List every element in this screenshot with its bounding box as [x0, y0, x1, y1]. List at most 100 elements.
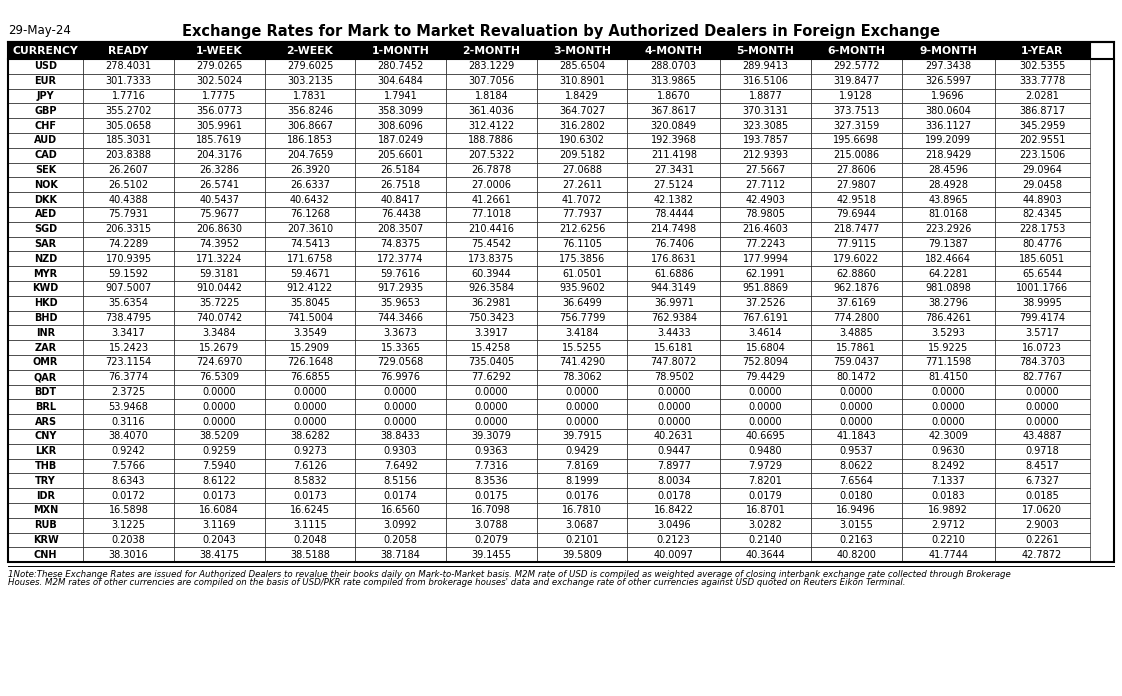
Bar: [356, 296, 445, 310]
Bar: [811, 74, 902, 88]
Bar: [536, 163, 627, 177]
Text: 5-MONTH: 5-MONTH: [737, 45, 794, 56]
Bar: [8, 459, 83, 473]
Text: 0.2079: 0.2079: [475, 535, 508, 545]
Text: 744.3466: 744.3466: [378, 313, 424, 323]
Text: 3.4184: 3.4184: [565, 328, 599, 338]
Bar: [356, 310, 445, 326]
Bar: [445, 281, 536, 296]
Bar: [8, 326, 83, 340]
Text: 279.0265: 279.0265: [196, 61, 242, 72]
Text: 0.3116: 0.3116: [112, 417, 146, 427]
Text: 16.6084: 16.6084: [200, 505, 239, 516]
Bar: [8, 42, 83, 59]
Bar: [83, 177, 174, 192]
Text: 724.6970: 724.6970: [196, 358, 242, 367]
Bar: [445, 133, 536, 148]
Bar: [536, 459, 627, 473]
Text: 288.0703: 288.0703: [651, 61, 697, 72]
Bar: [174, 192, 265, 207]
Bar: [8, 133, 83, 148]
Bar: [265, 88, 356, 104]
Bar: [536, 326, 627, 340]
Text: 3.4885: 3.4885: [839, 328, 873, 338]
Bar: [356, 237, 445, 251]
Text: 40.4388: 40.4388: [109, 195, 148, 205]
Text: 61.6886: 61.6886: [654, 269, 693, 278]
Text: 37.6169: 37.6169: [836, 298, 876, 308]
Text: 40.2631: 40.2631: [654, 432, 693, 441]
Text: 3.4614: 3.4614: [748, 328, 782, 338]
Text: 218.7477: 218.7477: [834, 224, 880, 234]
Bar: [445, 310, 536, 326]
Text: 1.8670: 1.8670: [657, 91, 691, 101]
Text: MYR: MYR: [34, 269, 57, 278]
Bar: [265, 355, 356, 370]
Bar: [8, 503, 83, 518]
Bar: [627, 192, 720, 207]
Text: 1-YEAR: 1-YEAR: [1021, 45, 1064, 56]
Text: 0.0000: 0.0000: [657, 387, 691, 397]
Text: 292.5772: 292.5772: [833, 61, 880, 72]
Bar: [994, 355, 1089, 370]
Text: 76.9976: 76.9976: [380, 372, 421, 382]
Text: 76.4438: 76.4438: [380, 209, 421, 219]
Text: 323.3085: 323.3085: [743, 120, 789, 131]
Text: 0.2058: 0.2058: [384, 535, 417, 545]
Text: 3.3484: 3.3484: [202, 328, 236, 338]
Text: 320.0849: 320.0849: [651, 120, 697, 131]
Bar: [83, 385, 174, 400]
Text: 1001.1766: 1001.1766: [1017, 283, 1068, 294]
Text: 38.3016: 38.3016: [109, 550, 148, 560]
Text: 7.6492: 7.6492: [384, 461, 417, 471]
Text: 327.3159: 327.3159: [834, 120, 880, 131]
Bar: [174, 414, 265, 429]
Bar: [902, 163, 994, 177]
Text: 1.7775: 1.7775: [202, 91, 237, 101]
Text: EUR: EUR: [35, 76, 56, 86]
Bar: [8, 118, 83, 133]
Text: 62.8860: 62.8860: [836, 269, 876, 278]
Text: 26.5741: 26.5741: [200, 180, 239, 190]
Text: 0.0000: 0.0000: [1026, 387, 1059, 397]
Text: 307.7056: 307.7056: [468, 76, 515, 86]
Bar: [265, 370, 356, 385]
Bar: [811, 42, 902, 59]
Bar: [8, 237, 83, 251]
Bar: [994, 222, 1089, 237]
Text: 729.0568: 729.0568: [377, 358, 424, 367]
Text: 1.8429: 1.8429: [565, 91, 599, 101]
Bar: [8, 414, 83, 429]
Text: 774.2800: 774.2800: [834, 313, 880, 323]
Text: 26.3920: 26.3920: [289, 165, 330, 175]
Text: 735.0405: 735.0405: [468, 358, 515, 367]
Text: 77.9115: 77.9115: [836, 239, 876, 249]
Bar: [627, 414, 720, 429]
Text: 74.5413: 74.5413: [289, 239, 330, 249]
Bar: [83, 163, 174, 177]
Bar: [720, 281, 811, 296]
Bar: [265, 414, 356, 429]
Bar: [720, 192, 811, 207]
Text: 0.0173: 0.0173: [293, 491, 327, 500]
Bar: [994, 148, 1089, 163]
Bar: [83, 488, 174, 503]
Text: 38.8433: 38.8433: [380, 432, 421, 441]
Bar: [811, 547, 902, 562]
Bar: [536, 59, 627, 74]
Bar: [627, 340, 720, 355]
Text: 42.3009: 42.3009: [928, 432, 968, 441]
Bar: [265, 503, 356, 518]
Text: 278.4031: 278.4031: [105, 61, 151, 72]
Bar: [536, 473, 627, 488]
Bar: [627, 310, 720, 326]
Text: 759.0437: 759.0437: [834, 358, 880, 367]
Bar: [445, 326, 536, 340]
Text: 8.1999: 8.1999: [565, 476, 599, 486]
Text: 16.5898: 16.5898: [109, 505, 148, 516]
Text: 386.8717: 386.8717: [1019, 106, 1065, 116]
Text: 0.0000: 0.0000: [839, 387, 873, 397]
Bar: [356, 266, 445, 281]
Bar: [356, 532, 445, 547]
Text: AED: AED: [35, 209, 57, 219]
